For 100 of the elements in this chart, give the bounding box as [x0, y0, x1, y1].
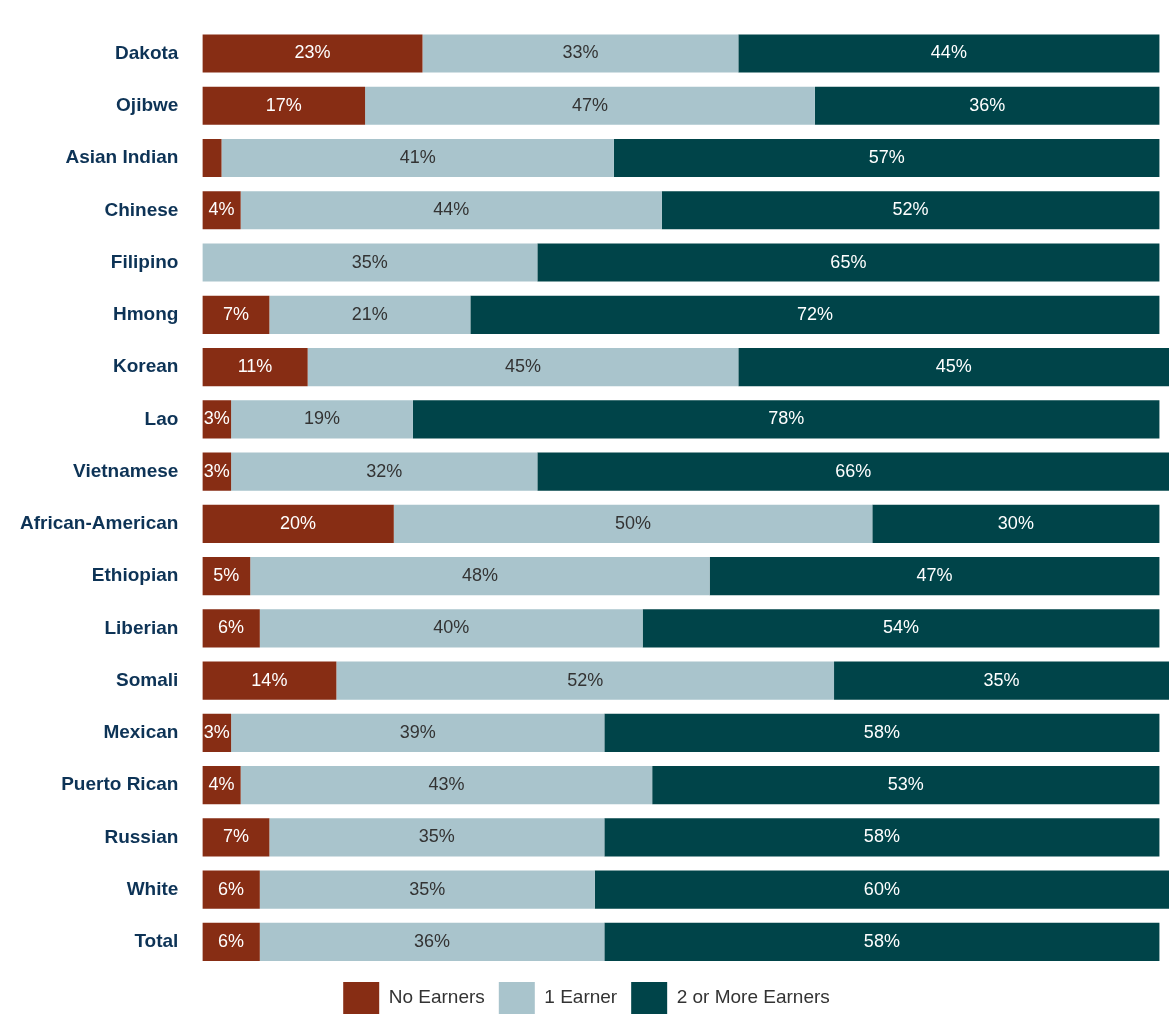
- bar: [240, 191, 662, 230]
- data-label: 3%: [203, 408, 230, 429]
- data-label: 19%: [304, 408, 341, 429]
- data-label: 3%: [203, 460, 230, 481]
- bar: [412, 400, 1160, 439]
- data-label: 32%: [366, 460, 403, 481]
- y-tick-label: Vietnamese: [73, 459, 179, 481]
- bar: [202, 609, 260, 648]
- y-tick-label: Asian Indian: [65, 146, 179, 168]
- data-label: 36%: [969, 94, 1006, 115]
- bar: [259, 922, 605, 961]
- data-label: 45%: [504, 356, 542, 377]
- data-label: 20%: [280, 512, 317, 533]
- data-label: 58%: [863, 721, 900, 742]
- bar: [202, 870, 260, 909]
- bar: [652, 766, 1160, 805]
- y-tick-label: Hmong: [112, 303, 179, 325]
- bar: [202, 34, 423, 73]
- bar: [202, 86, 366, 125]
- data-label: 40%: [433, 617, 470, 638]
- data-label: 52%: [892, 199, 929, 220]
- data-label: 66%: [835, 460, 872, 481]
- bar: [872, 504, 1160, 543]
- y-tick-label: White: [126, 877, 179, 899]
- y-tick-label: Russian: [104, 825, 179, 847]
- bar: [336, 661, 835, 700]
- data-label: 17%: [265, 94, 302, 115]
- bar: [269, 818, 605, 857]
- data-label: 4%: [208, 774, 235, 795]
- data-label: 52%: [567, 669, 604, 690]
- bar: [709, 557, 1160, 596]
- data-label: 21%: [351, 303, 388, 324]
- data-label: 3%: [203, 721, 230, 742]
- bar: [422, 34, 739, 73]
- bar: [231, 400, 413, 439]
- data-label: 5%: [213, 565, 240, 586]
- data-label: 78%: [768, 408, 805, 429]
- data-label: 58%: [863, 930, 900, 951]
- data-label: 6%: [218, 617, 245, 638]
- data-label: 47%: [916, 565, 953, 586]
- bar: [202, 243, 538, 282]
- data-label: 23%: [294, 42, 331, 63]
- data-label: 65%: [830, 251, 867, 272]
- y-tick-label: Lao: [144, 407, 179, 429]
- data-label: 54%: [883, 617, 920, 638]
- data-label: 35%: [418, 826, 455, 847]
- y-tick-label: Ethiopian: [91, 564, 179, 586]
- bar: [604, 713, 1160, 752]
- data-label: 43%: [428, 774, 465, 795]
- y-tick-label: Mexican: [103, 721, 179, 743]
- legend-label: No Earners: [388, 986, 485, 1008]
- y-tick-label: Filipino: [110, 250, 179, 272]
- bar: [202, 295, 270, 334]
- bar: [814, 86, 1160, 125]
- bar: [834, 661, 1169, 700]
- bar: [738, 347, 1169, 387]
- data-label: 35%: [409, 878, 446, 899]
- data-label: 60%: [863, 878, 900, 899]
- bar: [537, 452, 1169, 491]
- bar: [269, 295, 471, 334]
- bar: [202, 818, 270, 857]
- data-label: 30%: [997, 512, 1034, 533]
- data-label: 48%: [461, 565, 498, 586]
- bar: [202, 347, 308, 387]
- bar: [259, 870, 595, 909]
- legend-label: 1 Earner: [544, 986, 618, 1008]
- bar: [613, 138, 1160, 178]
- bar: [250, 557, 710, 596]
- y-tick-label: African-American: [19, 512, 179, 534]
- bar: [221, 138, 614, 178]
- bar: [259, 609, 643, 648]
- data-label: 45%: [935, 356, 972, 377]
- bar: [604, 818, 1160, 857]
- bar: [537, 243, 1160, 282]
- data-label: 14%: [251, 669, 288, 690]
- data-label: 35%: [983, 669, 1020, 690]
- bar: [202, 504, 394, 543]
- bar: [307, 347, 739, 387]
- data-label: 41%: [399, 147, 436, 168]
- data-label: 7%: [222, 303, 249, 324]
- data-label: 58%: [863, 826, 900, 847]
- y-tick-label: Puerto Rican: [61, 773, 179, 795]
- bar: [365, 86, 815, 125]
- data-label: 6%: [218, 930, 245, 951]
- bar: [470, 295, 1160, 334]
- y-tick-label: Ojibwe: [116, 94, 179, 116]
- bar: [594, 870, 1169, 909]
- data-label: 72%: [796, 303, 833, 324]
- data-label: 6%: [218, 878, 245, 899]
- bar: [738, 34, 1160, 73]
- data-label: 7%: [222, 826, 249, 847]
- y-tick-label: Total: [134, 930, 179, 952]
- data-label: 44%: [433, 199, 470, 220]
- data-label: 36%: [414, 930, 451, 951]
- bar: [202, 138, 222, 178]
- bar: [240, 766, 653, 805]
- bar: [661, 191, 1160, 230]
- y-tick-label: Liberian: [104, 616, 179, 638]
- y-tick-label: Korean: [112, 355, 179, 377]
- data-label: 11%: [237, 356, 273, 377]
